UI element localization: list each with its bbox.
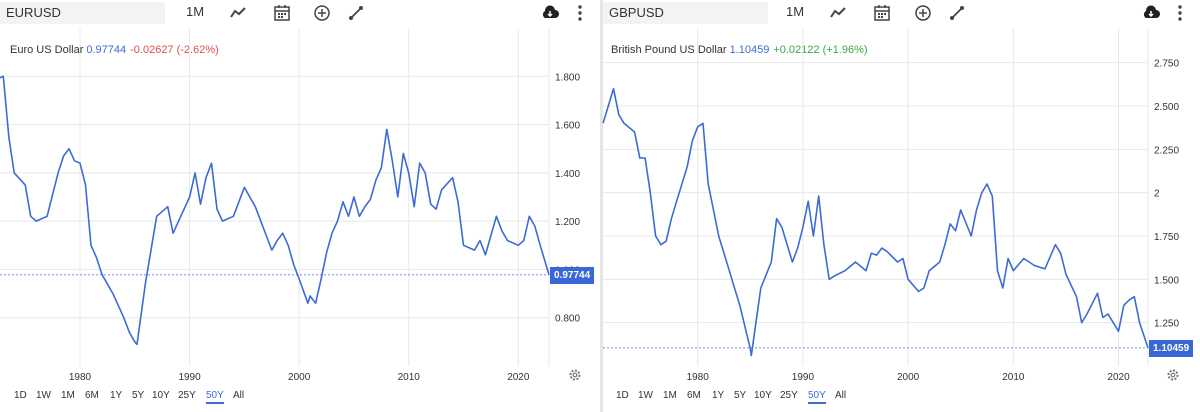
range-button-all[interactable]: All [233,390,245,401]
y-tick-label: 1.750 [1154,232,1179,243]
draw-icon[interactable] [947,3,967,23]
price-series-line [0,75,550,346]
eurusd-panel: EURUSD 1M Euro US Dollar 0.97744 -0.02627 … [0,0,600,406]
x-tick-label: 2010 [398,372,421,383]
range-button-1m[interactable]: 1M [663,390,677,401]
range-button-50y[interactable]: 50Y [808,390,826,404]
range-button-1w[interactable]: 1W [36,390,51,401]
calendar-icon[interactable] [872,3,892,23]
settings-gear-icon[interactable] [1166,368,1180,382]
toolbar: EURUSD 1M [0,0,600,28]
range-button-25y[interactable]: 25Y [178,390,196,401]
symbol-input[interactable]: GBPUSD [603,2,768,24]
range-button-6m[interactable]: 6M [85,390,99,401]
x-tick-label: 1990 [178,372,201,383]
download-icon[interactable] [540,3,560,23]
y-tick-label: 1.400 [555,169,580,180]
y-tick-label: 0.800 [555,314,580,325]
last-price-tag: 1.10459 [1149,339,1194,357]
price-change: -0.02627 (-2.62%) [130,44,219,56]
y-tick-label: 1.600 [555,121,580,132]
range-button-1m[interactable]: 1M [61,390,75,401]
range-button-10y[interactable]: 10Y [754,390,772,401]
y-tick-label: 2 [1154,189,1160,200]
x-tick-label: 2020 [1107,372,1130,383]
interval-button[interactable]: 1M [186,4,205,19]
more-icon[interactable] [570,3,590,23]
instrument-name: Euro US Dollar [10,44,84,56]
range-button-1y[interactable]: 1Y [712,390,725,401]
add-indicator-icon[interactable] [913,3,933,23]
chart-type-icon[interactable] [228,3,248,23]
y-tick-label: 1.500 [1154,275,1179,286]
range-selector: 1D 1W 1M 6M 1Y 5Y 10Y 25Y 50Y All [603,390,903,406]
eurusd-chart: 1.8001.6001.4001.2001.0000.8001980199020… [0,28,580,383]
x-tick-label: 2010 [1002,372,1025,383]
download-icon[interactable] [1141,3,1161,23]
range-button-50y[interactable]: 50Y [206,390,224,404]
x-tick-label: 2020 [507,372,530,383]
toolbar: GBPUSD 1M [603,0,1200,28]
panel-divider [600,0,603,412]
gbpusd-chart: 2.750 2.500 2.250 2 1.750 1.500 1.250 1980 1990 2… [602,28,1179,383]
price-change: +0.02122 (+1.96%) [773,44,868,56]
range-button-25y[interactable]: 25Y [780,390,798,401]
range-button-1y[interactable]: 1Y [110,390,123,401]
y-tick-label: 2.500 [1154,102,1179,113]
last-price: 0.97744 [86,44,127,56]
more-icon[interactable] [1170,3,1190,23]
x-tick-label: 2000 [897,372,920,383]
chart-type-icon[interactable] [828,3,848,23]
y-tick-label: 1.800 [555,72,580,83]
y-tick-label: 2.750 [1154,59,1179,70]
draw-icon[interactable] [346,3,366,23]
x-tick-label: 1980 [687,372,710,383]
range-button-5y[interactable]: 5Y [132,390,145,401]
last-price: 1.10459 [729,44,770,56]
range-button-5y[interactable]: 5Y [734,390,747,401]
x-tick-label: 1990 [792,372,815,383]
interval-button[interactable]: 1M [786,4,805,19]
gbpusd-panel: GBPUSD 1M British Pound US Dollar 1.10459… [602,0,1200,412]
range-button-all[interactable]: All [835,390,847,401]
y-tick-label: 2.250 [1154,145,1179,156]
y-tick-label: 1.250 [1154,319,1179,330]
x-tick-label: 2000 [288,372,311,383]
range-button-1d[interactable]: 1D [14,390,27,401]
y-tick-label: 1.200 [555,217,580,228]
price-series-line [602,87,1149,357]
add-indicator-icon[interactable] [312,3,332,23]
chart-title: Euro US Dollar 0.97744 -0.02627 (-2.62%) [10,44,219,56]
range-button-1d[interactable]: 1D [616,390,629,401]
range-button-10y[interactable]: 10Y [152,390,170,401]
symbol-input[interactable]: EURUSD [0,2,165,24]
settings-gear-icon[interactable] [568,368,582,382]
x-tick-label: 1980 [69,372,92,383]
last-price-tag: 0.97744 [550,266,595,284]
range-button-1w[interactable]: 1W [638,390,653,401]
range-button-6m[interactable]: 6M [687,390,701,401]
range-selector: 1D 1W 1M 6M 1Y 5Y 10Y 25Y 50Y All [0,390,300,406]
calendar-icon[interactable] [272,3,292,23]
